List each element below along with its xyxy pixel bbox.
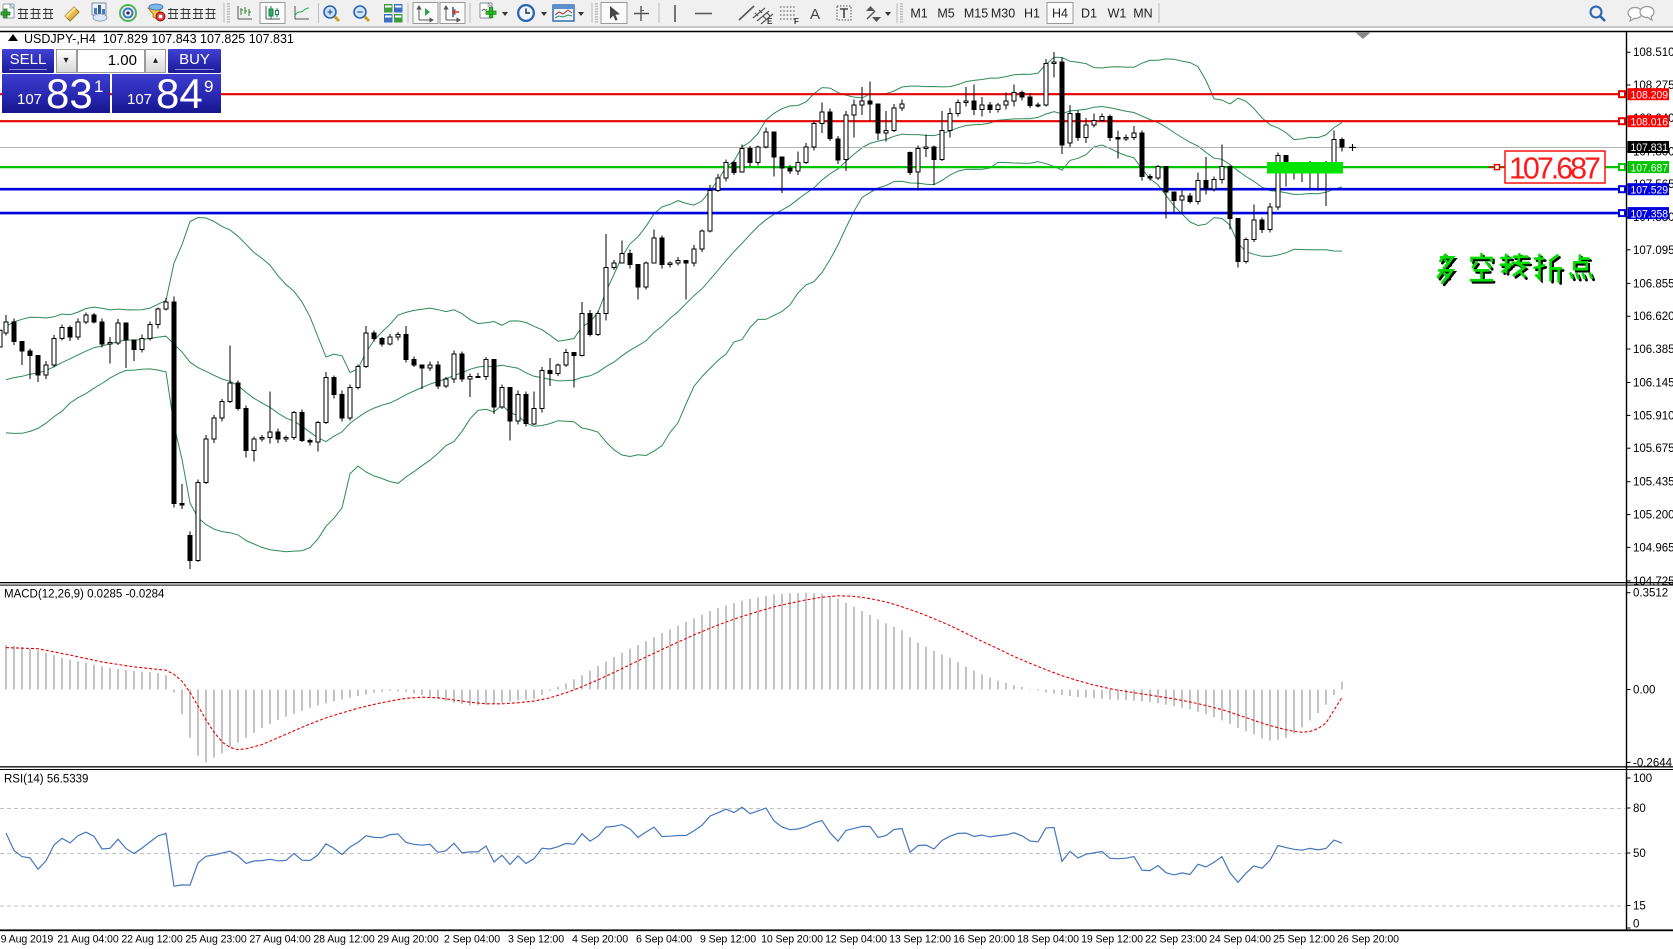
svg-text:10 Sep 20:00: 10 Sep 20:00 <box>761 934 823 946</box>
svg-text:19 Sep 12:00: 19 Sep 12:00 <box>1081 934 1143 946</box>
svg-text:12 Sep 04:00: 12 Sep 04:00 <box>825 934 887 946</box>
svg-text:105.675: 105.675 <box>1633 443 1673 455</box>
svg-text:108.209: 108.209 <box>1631 89 1669 101</box>
svg-text:M5: M5 <box>937 7 954 21</box>
svg-text:F: F <box>794 17 799 26</box>
svg-text:100: 100 <box>1633 773 1652 785</box>
svg-text:4 Sep 20:00: 4 Sep 20:00 <box>572 934 628 946</box>
svg-text:105.910: 105.910 <box>1633 410 1673 422</box>
svg-text:H1: H1 <box>1024 7 1040 21</box>
svg-text:108.510: 108.510 <box>1633 47 1673 59</box>
svg-text:25 Aug 23:00: 25 Aug 23:00 <box>185 934 246 946</box>
svg-text:105.200: 105.200 <box>1633 510 1673 522</box>
svg-text:M30: M30 <box>991 7 1015 21</box>
svg-text:107.687: 107.687 <box>1631 162 1669 174</box>
svg-text:A: A <box>810 6 820 23</box>
svg-text:16 Sep 20:00: 16 Sep 20:00 <box>953 934 1015 946</box>
svg-text:107.095: 107.095 <box>1633 245 1673 257</box>
svg-text:0.3512: 0.3512 <box>1633 588 1668 600</box>
svg-text:107.358: 107.358 <box>1631 208 1669 220</box>
svg-text:26 Sep 20:00: 26 Sep 20:00 <box>1337 934 1399 946</box>
svg-text:106.145: 106.145 <box>1633 378 1673 390</box>
svg-text:80: 80 <box>1633 803 1646 815</box>
svg-text:3 Sep 12:00: 3 Sep 12:00 <box>508 934 564 946</box>
svg-text:28 Aug 12:00: 28 Aug 12:00 <box>313 934 374 946</box>
svg-text:9 Sep 12:00: 9 Sep 12:00 <box>700 934 756 946</box>
svg-text:2 Sep 04:00: 2 Sep 04:00 <box>444 934 500 946</box>
svg-text:107.831: 107.831 <box>1631 142 1669 154</box>
svg-text:M15: M15 <box>964 7 988 21</box>
svg-text:105.435: 105.435 <box>1633 477 1673 489</box>
svg-text:D1: D1 <box>1081 7 1097 21</box>
svg-text:W1: W1 <box>1108 7 1127 21</box>
svg-text:24 Sep 04:00: 24 Sep 04:00 <box>1209 934 1271 946</box>
svg-text:108.016: 108.016 <box>1631 116 1669 128</box>
svg-text:15: 15 <box>1633 901 1646 913</box>
svg-text:104.965: 104.965 <box>1633 542 1673 554</box>
svg-text:E: E <box>767 17 773 26</box>
svg-text:25 Sep 12:00: 25 Sep 12:00 <box>1273 934 1335 946</box>
svg-text:0.00: 0.00 <box>1633 685 1655 697</box>
svg-text:22 Aug 12:00: 22 Aug 12:00 <box>121 934 182 946</box>
svg-text:27 Aug 04:00: 27 Aug 04:00 <box>249 934 310 946</box>
svg-text:106.620: 106.620 <box>1633 311 1673 323</box>
svg-text:22 Sep 23:00: 22 Sep 23:00 <box>1145 934 1207 946</box>
svg-text:6 Sep 04:00: 6 Sep 04:00 <box>636 934 692 946</box>
svg-text:RSI(14) 56.5339: RSI(14) 56.5339 <box>4 774 88 786</box>
svg-text:0: 0 <box>1633 919 1639 931</box>
svg-text:MACD(12,26,9) 0.0285 -0.0284: MACD(12,26,9) 0.0285 -0.0284 <box>4 589 165 601</box>
svg-text:29 Aug 20:00: 29 Aug 20:00 <box>377 934 438 946</box>
svg-text:21 Aug 04:00: 21 Aug 04:00 <box>57 934 118 946</box>
svg-text:13 Sep 12:00: 13 Sep 12:00 <box>889 934 951 946</box>
svg-text:19 Aug 2019: 19 Aug 2019 <box>0 934 53 946</box>
svg-text:USDJPY-,H4 107.829 107.843 10: USDJPY-,H4 107.829 107.843 107.825 107.8… <box>24 32 294 46</box>
svg-text:107.529: 107.529 <box>1631 184 1669 196</box>
svg-text:-0.2644: -0.2644 <box>1633 757 1673 769</box>
svg-text:106.385: 106.385 <box>1633 344 1673 356</box>
svg-text:H4: H4 <box>1052 7 1068 21</box>
svg-text:104.725: 104.725 <box>1633 576 1673 588</box>
svg-text:107.687: 107.687 <box>1509 152 1601 186</box>
svg-text:M1: M1 <box>910 7 927 21</box>
svg-text:106.855: 106.855 <box>1633 278 1673 290</box>
svg-text:50: 50 <box>1633 848 1646 860</box>
svg-text:MN: MN <box>1133 7 1152 21</box>
svg-text:18 Sep 04:00: 18 Sep 04:00 <box>1017 934 1079 946</box>
